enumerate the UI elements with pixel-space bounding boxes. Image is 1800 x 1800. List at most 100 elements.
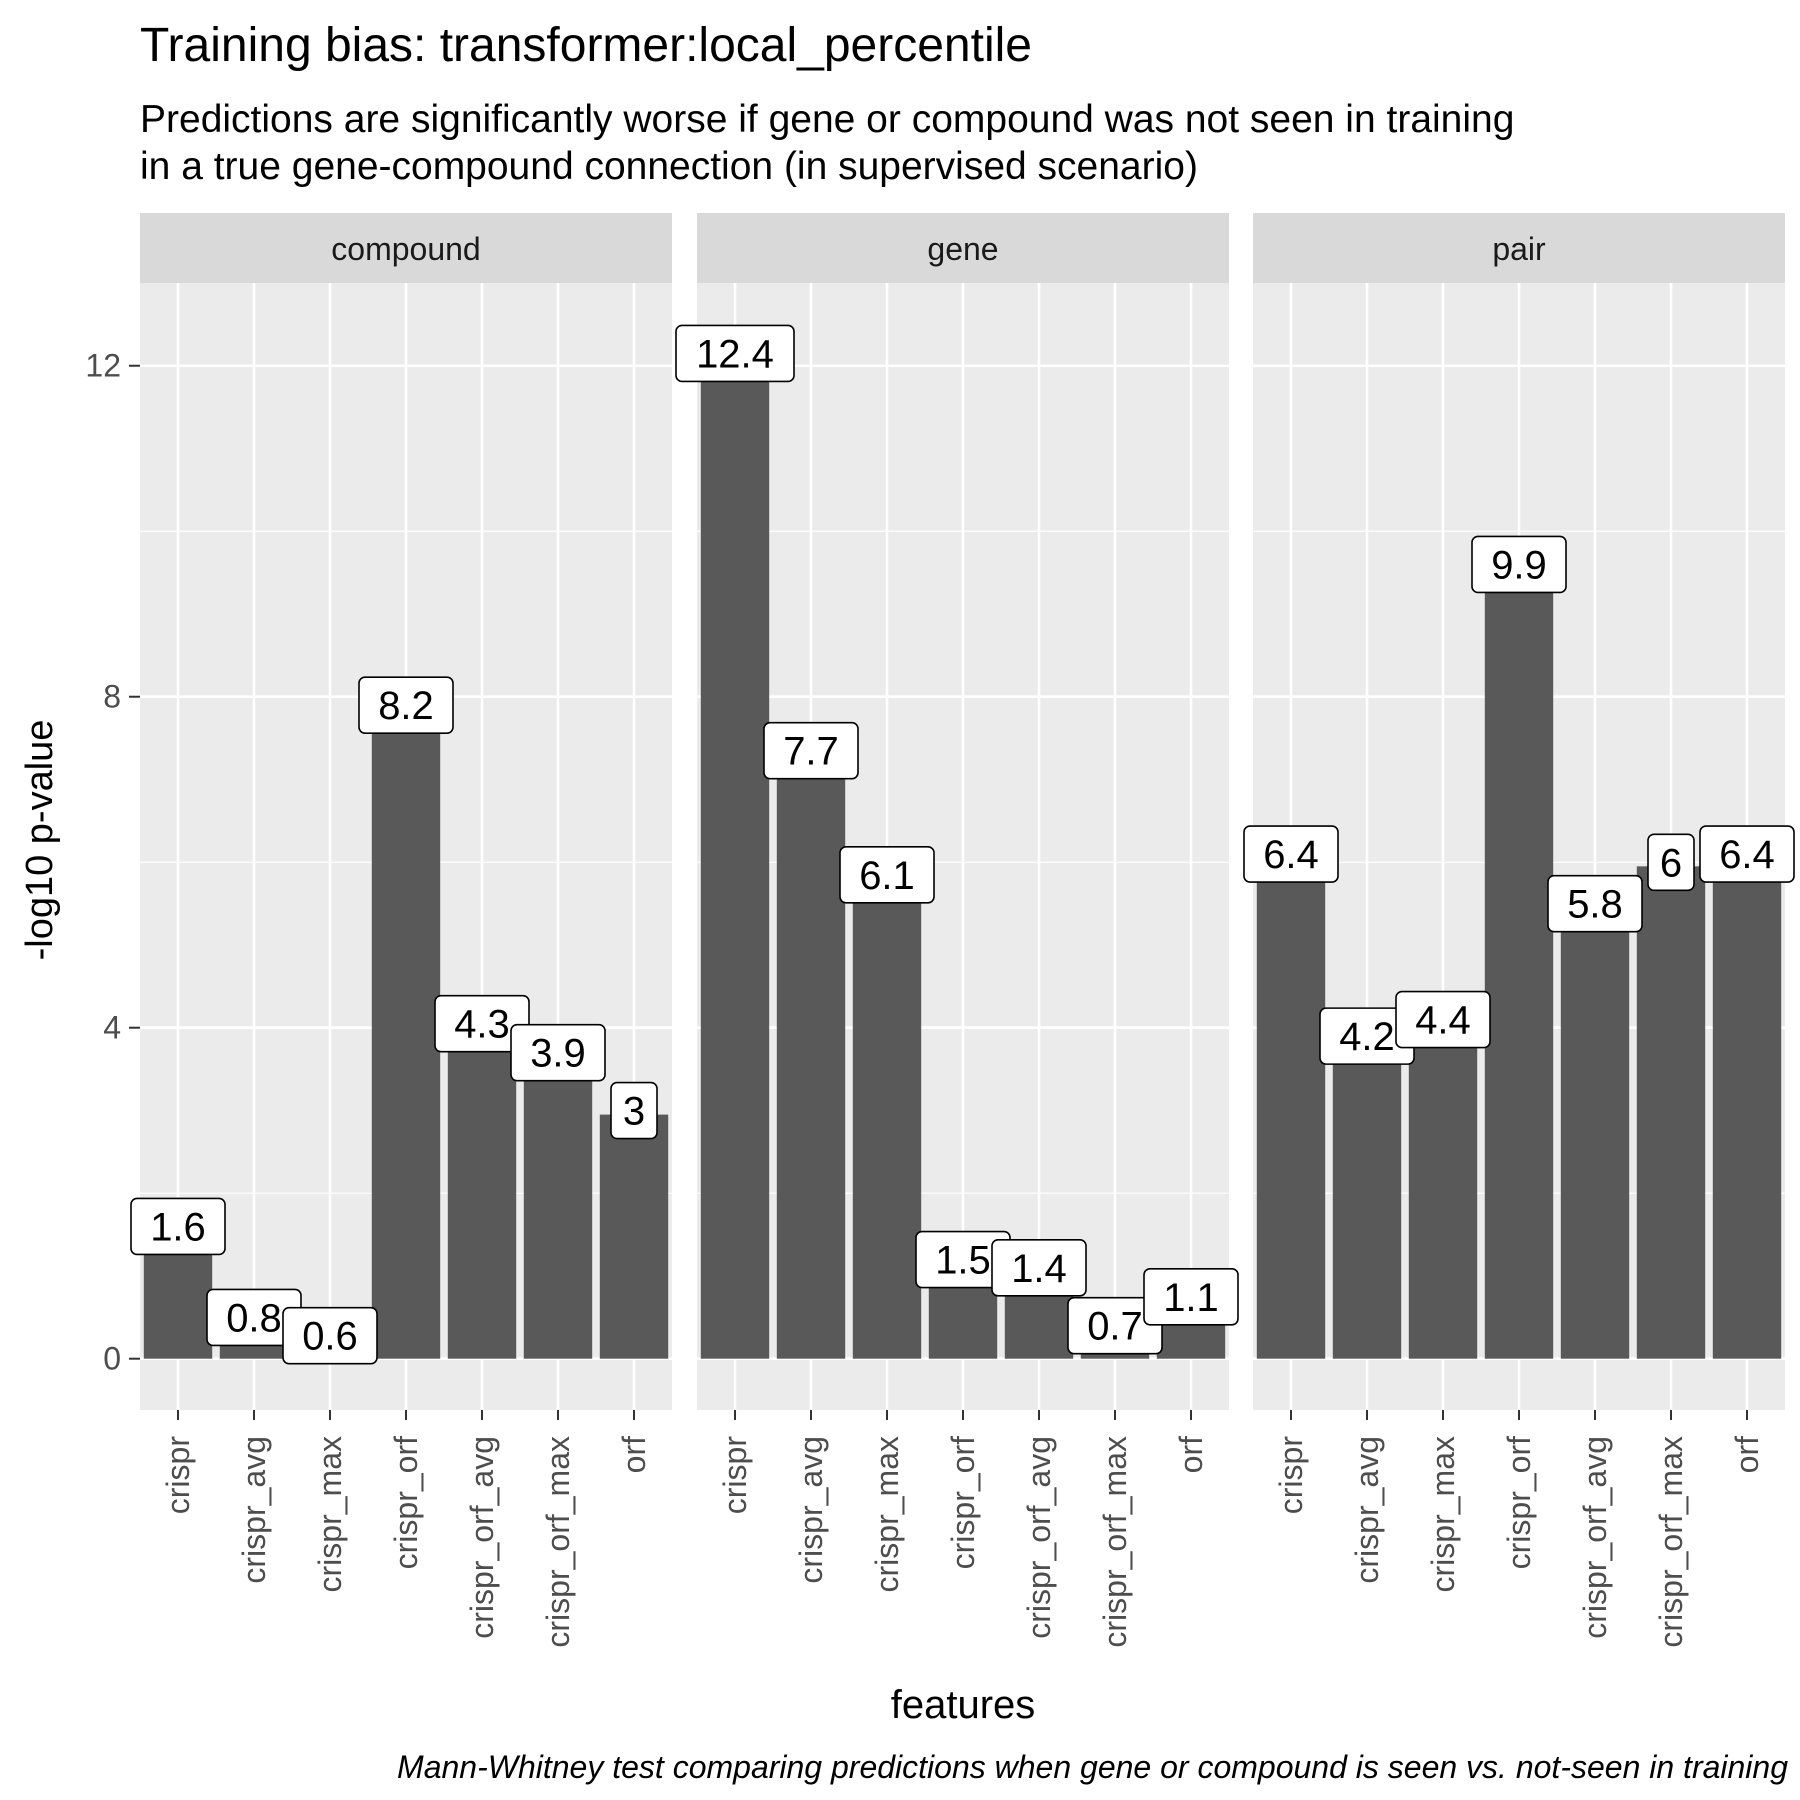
data-label-compound-crispr_max: 0.6 [282,1306,378,1365]
data-label-box [1699,825,1795,883]
bar-gene-crispr [700,357,770,1359]
data-label-text: 0.7 [1087,1305,1143,1349]
bar-compound-crispr_orf [371,709,441,1359]
data-label-box [1067,1296,1163,1355]
data-label-box [839,845,935,904]
bar-compound-crispr_orf_avg [447,1027,517,1359]
data-label-box [1243,825,1339,883]
data-label-compound-crispr_avg: 0.8 [206,1288,302,1347]
x-tick-label: crispr [1273,1436,1309,1515]
data-label-text: 1.6 [150,1205,206,1249]
data-label-text: 12.4 [696,332,774,376]
facet-panel-compound: compound 1.6 0.8 0.6 8.2 4.3 3.9 3 crispr crispr_… [130,213,672,1648]
data-label-box [675,324,795,383]
chart-title: Training bias: transformer:local_percent… [140,19,1032,72]
x-tick-label: crispr_orf_avg [1021,1436,1057,1639]
x-tick-label: crispr_max [1425,1436,1461,1592]
data-label-box [991,1239,1087,1297]
bar-pair-crispr [1256,858,1326,1359]
x-tick-label: crispr_avg [1349,1436,1385,1584]
bar-pair-crispr_orf_max [1636,866,1706,1359]
facet-strip [697,213,1229,283]
facet-strip-label: pair [1492,231,1546,267]
x-tick-label: crispr_max [869,1436,905,1592]
data-label-text: 4.2 [1339,1015,1395,1059]
y-tick-label: 4 [103,1010,121,1046]
bar-pair-crispr_orf [1484,568,1554,1359]
data-label-text: 3.9 [530,1032,586,1076]
data-label-pair-orf: 6.4 [1699,825,1795,883]
data-label-text: 4.4 [1415,999,1471,1043]
x-tick-label: crispr_orf [1501,1436,1537,1569]
chart-subtitle-line-1: Predictions are significantly worse if g… [140,98,1514,141]
data-label-box [1143,1267,1239,1326]
data-label-text: 0.6 [302,1315,358,1359]
bar-gene-crispr_max [852,878,922,1359]
x-tick-label: crispr_orf_avg [1577,1436,1613,1639]
facet-strip [1253,213,1785,283]
data-label-text: 1.4 [1011,1247,1067,1291]
x-tick-label: crispr [717,1436,753,1515]
data-label-box [1395,990,1491,1049]
bar-pair-crispr_orf_avg [1560,907,1630,1359]
bar-gene-crispr_avg [776,754,846,1359]
data-label-compound-crispr_orf_avg: 4.3 [434,994,530,1053]
data-label-text: 6 [1660,841,1682,885]
facet-panel-pair: pair 6.4 4.2 4.4 9.9 5.8 6 6.4 crispr crispr_avg c… [1243,213,1795,1648]
data-label-pair-crispr_orf: 9.9 [1471,535,1567,594]
facet-panels: compound 1.6 0.8 0.6 8.2 4.3 3.9 3 crispr crispr_… [130,213,1795,1648]
data-label-text: 9.9 [1491,543,1547,587]
data-label-gene-orf: 1.1 [1143,1267,1239,1326]
data-label-box [1647,833,1695,892]
data-label-text: 4.3 [454,1003,510,1047]
data-label-text: 6.4 [1263,833,1319,877]
data-label-gene-crispr_orf_avg: 1.4 [991,1239,1087,1297]
data-label-box [358,676,454,734]
data-label-gene-crispr_orf_max: 0.7 [1067,1296,1163,1355]
data-label-text: 7.7 [783,730,839,774]
data-label-gene-crispr: 12.4 [675,324,795,383]
facet-strip [140,213,672,283]
data-label-text: 1.1 [1163,1276,1219,1320]
data-label-text: 3 [623,1090,645,1134]
bar-compound-orf [599,1114,669,1359]
bar-pair-orf [1712,858,1782,1359]
data-label-box [1471,535,1567,594]
data-label-text: 5.8 [1567,883,1623,927]
x-tick-label: orf [1173,1436,1209,1473]
x-tick-label: crispr [160,1436,196,1515]
x-tick-label: orf [1729,1436,1765,1473]
data-label-box [434,994,530,1053]
facet-panel-gene: gene 12.4 7.7 6.1 1.5 1.4 0.7 1.1 crispr crispr_a… [675,213,1239,1648]
y-tick-label: 8 [103,679,121,715]
data-label-gene-crispr_orf: 1.5 [915,1230,1011,1289]
y-tick-label: 12 [85,348,121,384]
x-tick-label: crispr_orf_max [1653,1436,1689,1648]
data-label-pair-crispr_orf_max: 6 [1647,833,1695,892]
x-tick-label: crispr_avg [793,1436,829,1584]
bar-pair-crispr_max [1408,1023,1478,1359]
y-axis-label: -log10 p-value [19,720,61,961]
bar-compound-crispr_orf_max [523,1056,593,1359]
x-tick-label: crispr_max [312,1436,348,1592]
y-axis: 0 4 8 12 [85,348,140,1377]
x-axis-label: features [891,1683,1036,1727]
data-label-pair-crispr_avg: 4.2 [1319,1007,1415,1065]
data-label-box [510,1023,606,1082]
x-tick-label: orf [616,1436,652,1473]
data-label-text: 8.2 [378,684,434,728]
data-label-text: 6.4 [1719,833,1775,877]
chart-caption: Mann-Whitney test comparing predictions … [397,1749,1788,1785]
data-label-compound-crispr_orf_max: 3.9 [510,1023,606,1082]
x-tick-label: crispr_orf_max [540,1436,576,1648]
data-label-text: 0.8 [226,1296,282,1340]
x-tick-label: crispr_orf_max [1097,1436,1133,1648]
data-label-compound-crispr: 1.6 [130,1197,226,1256]
bar-pair-crispr_avg [1332,1040,1402,1359]
data-label-box [610,1081,658,1140]
data-label-pair-crispr_max: 4.4 [1395,990,1491,1049]
x-tick-label: crispr_avg [236,1436,272,1584]
data-label-box [282,1306,378,1365]
facet-strip-label: compound [331,231,480,267]
